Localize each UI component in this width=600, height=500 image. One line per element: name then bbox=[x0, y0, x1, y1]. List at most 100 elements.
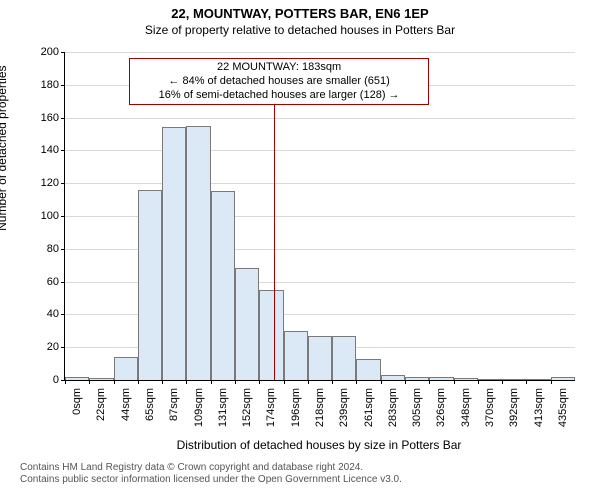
x-tick-mark bbox=[429, 380, 430, 384]
histogram-bar bbox=[526, 379, 550, 380]
subject-marker-line bbox=[274, 104, 275, 380]
histogram-bar bbox=[235, 268, 259, 380]
y-tick-mark bbox=[61, 314, 65, 315]
histogram-bar bbox=[551, 377, 575, 380]
x-tick-mark bbox=[65, 380, 66, 384]
x-tick-label: 131sqm bbox=[217, 388, 229, 427]
x-tick-label: 22sqm bbox=[95, 388, 107, 421]
attribution-line-1: Contains HM Land Registry data © Crown c… bbox=[20, 462, 402, 474]
x-tick-label: 109sqm bbox=[193, 388, 205, 427]
y-tick-label: 140 bbox=[41, 144, 59, 156]
y-tick-label: 200 bbox=[41, 46, 59, 58]
y-tick-label: 80 bbox=[47, 243, 59, 255]
x-tick-mark bbox=[332, 380, 333, 384]
histogram-bar bbox=[381, 375, 405, 380]
x-tick-mark bbox=[308, 380, 309, 384]
y-tick-label: 160 bbox=[41, 112, 59, 124]
chart-title: 22, MOUNTWAY, POTTERS BAR, EN6 1EP bbox=[0, 6, 600, 21]
x-tick-label: 413sqm bbox=[533, 388, 545, 427]
x-axis-title: Distribution of detached houses by size … bbox=[177, 438, 462, 452]
histogram-bar bbox=[162, 127, 186, 380]
x-tick-mark bbox=[162, 380, 163, 384]
histogram-bar bbox=[114, 357, 138, 380]
histogram-bar bbox=[502, 379, 526, 380]
x-tick-mark bbox=[186, 380, 187, 384]
x-tick-mark bbox=[551, 380, 552, 384]
y-tick-mark bbox=[61, 249, 65, 250]
chart-subtitle: Size of property relative to detached ho… bbox=[0, 23, 600, 37]
y-tick-mark bbox=[61, 150, 65, 151]
x-tick-label: 196sqm bbox=[290, 388, 302, 427]
x-tick-label: 44sqm bbox=[120, 388, 132, 421]
histogram-bar bbox=[478, 379, 502, 380]
gridline bbox=[65, 118, 575, 119]
x-tick-label: 392sqm bbox=[508, 388, 520, 427]
histogram-bar bbox=[405, 377, 429, 380]
x-tick-mark bbox=[259, 380, 260, 384]
annotation-line2: ← 84% of detached houses are smaller (65… bbox=[134, 75, 424, 89]
histogram-bar bbox=[211, 191, 235, 380]
y-tick-label: 180 bbox=[41, 79, 59, 91]
gridline bbox=[65, 183, 575, 184]
y-tick-label: 60 bbox=[47, 276, 59, 288]
attribution-line-2: Contains public sector information licen… bbox=[20, 474, 402, 486]
x-tick-mark bbox=[502, 380, 503, 384]
attribution: Contains HM Land Registry data © Crown c… bbox=[20, 462, 402, 486]
annotation-line3: 16% of semi-detached houses are larger (… bbox=[134, 89, 424, 103]
y-tick-mark bbox=[61, 52, 65, 53]
gridline bbox=[65, 150, 575, 151]
x-tick-mark bbox=[211, 380, 212, 384]
x-tick-label: 239sqm bbox=[338, 388, 350, 427]
x-tick-label: 326sqm bbox=[435, 388, 447, 427]
x-tick-mark bbox=[138, 380, 139, 384]
histogram-bar bbox=[89, 378, 113, 380]
x-tick-label: 283sqm bbox=[387, 388, 399, 427]
y-tick-mark bbox=[61, 183, 65, 184]
histogram-bar bbox=[65, 377, 89, 380]
x-tick-label: 218sqm bbox=[314, 388, 326, 427]
x-tick-mark bbox=[89, 380, 90, 384]
histogram-bar bbox=[454, 378, 478, 380]
y-tick-label: 40 bbox=[47, 308, 59, 320]
x-tick-label: 348sqm bbox=[460, 388, 472, 427]
y-tick-label: 0 bbox=[53, 374, 59, 386]
x-tick-label: 174sqm bbox=[265, 388, 277, 427]
y-tick-mark bbox=[61, 118, 65, 119]
histogram-bar bbox=[259, 290, 283, 380]
y-tick-label: 20 bbox=[47, 341, 59, 353]
histogram-bar bbox=[429, 377, 453, 380]
x-tick-label: 261sqm bbox=[363, 388, 375, 427]
histogram-bar bbox=[356, 359, 380, 380]
histogram-bar bbox=[138, 190, 162, 380]
y-axis-title: Number of detached properties bbox=[0, 65, 9, 230]
x-tick-label: 65sqm bbox=[144, 388, 156, 421]
annotation-line1: 22 MOUNTWAY: 183sqm bbox=[134, 61, 424, 75]
y-tick-mark bbox=[61, 347, 65, 348]
x-tick-mark bbox=[284, 380, 285, 384]
x-tick-mark bbox=[405, 380, 406, 384]
y-tick-mark bbox=[61, 216, 65, 217]
histogram-bar bbox=[332, 336, 356, 380]
x-tick-mark bbox=[454, 380, 455, 384]
x-tick-mark bbox=[478, 380, 479, 384]
y-tick-mark bbox=[61, 282, 65, 283]
x-tick-mark bbox=[235, 380, 236, 384]
x-tick-mark bbox=[356, 380, 357, 384]
x-tick-mark bbox=[114, 380, 115, 384]
y-tick-mark bbox=[61, 85, 65, 86]
x-tick-mark bbox=[381, 380, 382, 384]
histogram-bar bbox=[186, 126, 210, 380]
x-tick-mark bbox=[526, 380, 527, 384]
histogram-bar bbox=[308, 336, 332, 380]
annotation-box: 22 MOUNTWAY: 183sqm← 84% of detached hou… bbox=[129, 58, 429, 105]
x-tick-label: 305sqm bbox=[411, 388, 423, 427]
histogram-bar bbox=[284, 331, 308, 380]
y-tick-label: 120 bbox=[41, 177, 59, 189]
x-tick-label: 87sqm bbox=[168, 388, 180, 421]
x-tick-label: 370sqm bbox=[484, 388, 496, 427]
x-tick-label: 0sqm bbox=[71, 388, 83, 415]
gridline bbox=[65, 52, 575, 53]
y-tick-label: 100 bbox=[41, 210, 59, 222]
plot-area: 0204060801001201401601802000sqm22sqm44sq… bbox=[64, 52, 575, 381]
x-tick-label: 152sqm bbox=[241, 388, 253, 427]
